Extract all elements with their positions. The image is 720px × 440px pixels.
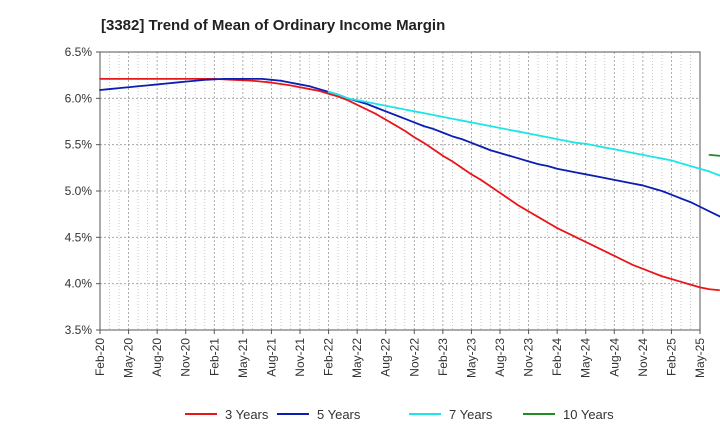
x-tick-label: Nov-20 (179, 338, 193, 377)
y-tick-label: 5.0% (65, 184, 93, 198)
x-tick-label: May-22 (350, 338, 364, 378)
x-tick-label: May-21 (236, 338, 250, 378)
x-tick-label: Feb-22 (322, 338, 336, 376)
x-tick-label: May-20 (122, 338, 136, 378)
y-tick-label: 3.5% (65, 323, 93, 337)
x-tick-label: Nov-22 (407, 338, 421, 377)
x-tick-label: Aug-20 (150, 338, 164, 377)
legend-label: 3 Years (225, 407, 269, 422)
x-tick-label: May-24 (579, 338, 593, 378)
y-tick-label: 6.0% (65, 91, 93, 105)
legend-label: 5 Years (317, 407, 361, 422)
series-line-3-years (99, 77, 720, 292)
x-tick-label: May-25 (693, 338, 707, 378)
x-tick-label: Feb-21 (207, 338, 221, 376)
x-tick-label: Feb-24 (550, 338, 564, 376)
series-line-10-years (708, 153, 720, 157)
series-lines (99, 77, 720, 292)
x-tick-label: Aug-21 (264, 338, 278, 377)
legend-label: 7 Years (449, 407, 493, 422)
y-tick-label: 4.0% (65, 277, 93, 291)
x-tick-label: Feb-25 (664, 338, 678, 376)
x-tick-label: Feb-20 (93, 338, 107, 376)
x-tick-label: Nov-21 (293, 338, 307, 377)
series-line-7-years (327, 90, 720, 177)
y-tick-label: 5.5% (65, 138, 93, 152)
series-line-5-years (99, 77, 720, 218)
chart-title: [3382] Trend of Mean of Ordinary Income … (101, 17, 445, 34)
x-tick-label: Nov-23 (522, 338, 536, 377)
x-axis: Feb-20 May-20 Aug-20 Nov-20 Feb-21 May-21 Aug-… (93, 330, 707, 378)
legend: 3 Years 5 Years 7 Years 10 Years (185, 407, 614, 422)
y-tick-label: 4.5% (65, 230, 93, 244)
x-tick-label: Aug-22 (379, 338, 393, 377)
x-tick-label: May-23 (464, 338, 478, 378)
y-tick-label: 6.5% (65, 45, 93, 59)
grid (99, 51, 701, 331)
legend-label: 10 Years (563, 407, 614, 422)
x-tick-label: Nov-24 (636, 338, 650, 377)
x-tick-label: Aug-23 (493, 338, 507, 377)
y-axis: 3.5% 4.0% 4.5% 5.0% 5.5% 6.0% 6.5% (65, 45, 100, 337)
x-tick-label: Feb-23 (436, 338, 450, 376)
x-tick-label: Aug-24 (607, 338, 621, 377)
